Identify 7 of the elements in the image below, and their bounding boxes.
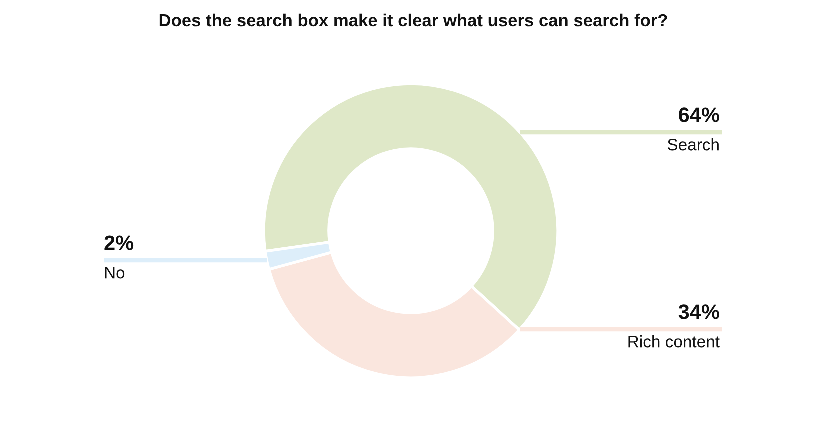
data-label: 34% xyxy=(678,304,720,320)
slice-label: No xyxy=(105,267,125,279)
slice-label: Rich content xyxy=(628,335,720,348)
chart-title: Does the search box make it clear what users can search for? xyxy=(160,14,668,27)
data-label: 64% xyxy=(679,108,720,122)
slice-label: Search xyxy=(668,138,719,151)
data-label: 2% xyxy=(104,236,134,250)
